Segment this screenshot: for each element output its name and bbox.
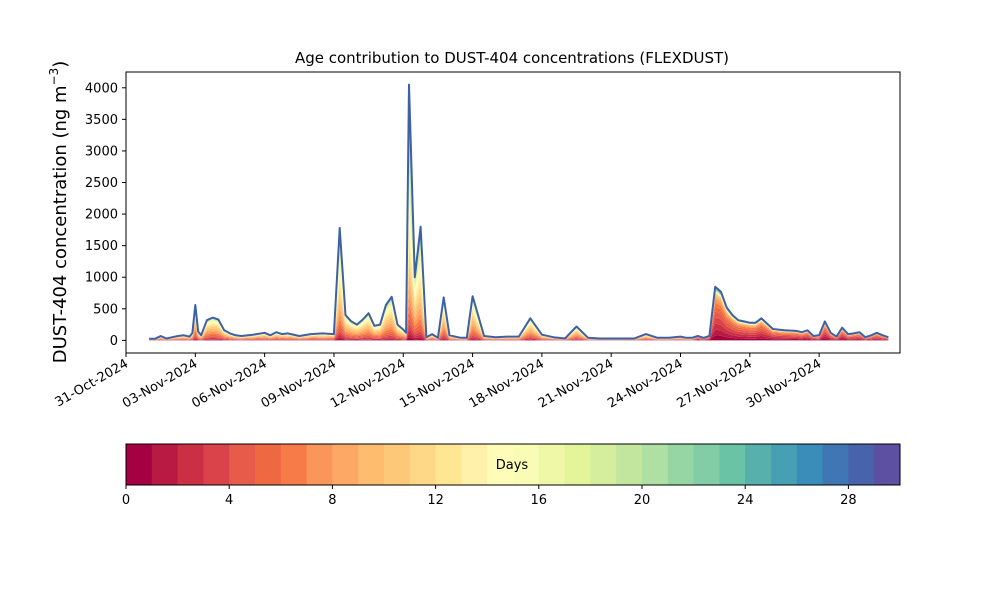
age-band-10 xyxy=(149,261,889,340)
colorbar-tick-label: 28 xyxy=(840,493,857,508)
age-band-17 xyxy=(149,172,889,339)
age-band-15 xyxy=(149,197,889,339)
y-tick-label: 500 xyxy=(93,302,118,317)
y-axis-label-text: DUST-404 concentration (ng m xyxy=(50,85,71,363)
age-band-21 xyxy=(149,128,889,339)
y-tick-label: 2500 xyxy=(85,176,118,191)
age-band-23 xyxy=(149,112,889,339)
colorbar-cell xyxy=(461,444,488,485)
age-band-22 xyxy=(149,120,889,339)
y-axis: 0 500 1000 1500 2000 2500 3000 3500 4000 xyxy=(85,81,126,349)
colorbar-cell xyxy=(822,444,849,485)
colorbar-cell xyxy=(642,444,669,485)
colorbar-cell xyxy=(487,444,514,485)
colorbar-cell xyxy=(564,444,591,485)
age-band-11 xyxy=(149,249,889,340)
colorbar-ticks: 0 4 8 12 16 20 24 28 xyxy=(122,485,857,508)
colorbar-tick-label: 0 xyxy=(122,493,130,508)
x-tick-label: 15-Nov-2024 xyxy=(397,356,477,411)
age-band-27 xyxy=(149,91,889,339)
age-band-14 xyxy=(149,210,889,339)
x-tick-label: 27-Nov-2024 xyxy=(675,356,755,411)
y-tick-label: 0 xyxy=(110,334,118,349)
colorbar-cell xyxy=(771,444,798,485)
age-band-29 xyxy=(149,84,889,339)
colorbar-cell xyxy=(126,444,153,485)
total-concentration-line xyxy=(149,83,889,340)
x-tick-label: 09-Nov-2024 xyxy=(259,356,339,411)
x-tick-label: 30-Nov-2024 xyxy=(744,356,824,411)
colorbar-cell xyxy=(796,444,823,485)
colorbar-cell xyxy=(358,444,385,485)
colorbar-tick-label: 12 xyxy=(427,493,444,508)
colorbar-cell xyxy=(280,444,307,485)
age-band-24 xyxy=(149,106,889,339)
colorbar-cell xyxy=(332,444,359,485)
y-tick-label: 3000 xyxy=(85,144,118,159)
colorbar-cell xyxy=(693,444,720,485)
age-band-26 xyxy=(149,95,889,339)
age-band-25 xyxy=(149,100,889,339)
y-axis-label: DUST-404 concentration (ng m−3) xyxy=(47,61,71,364)
colorbar-cell xyxy=(874,444,901,485)
x-tick-label: 12-Nov-2024 xyxy=(328,356,408,411)
age-band-28 xyxy=(149,87,889,339)
colorbar-cell xyxy=(667,444,694,485)
y-tick-label: 3500 xyxy=(85,113,118,128)
y-tick-label: 2000 xyxy=(85,208,118,223)
colorbar-cells xyxy=(126,444,901,485)
colorbar-tick-label: 16 xyxy=(531,493,548,508)
x-tick-label: 06-Nov-2024 xyxy=(189,356,269,411)
plot-frame xyxy=(125,71,901,354)
colorbar-cell xyxy=(590,444,617,485)
colorbar-cell xyxy=(719,444,746,485)
y-tick-label: 4000 xyxy=(85,81,118,96)
colorbar-tick-label: 8 xyxy=(328,493,336,508)
colorbar-tick-label: 20 xyxy=(634,493,651,508)
colorbar-cell xyxy=(616,444,643,485)
x-axis: 31-Oct-202403-Nov-202406-Nov-202409-Nov-… xyxy=(53,353,824,411)
x-tick-label: 21-Nov-2024 xyxy=(536,356,616,411)
colorbar-tick-label: 4 xyxy=(225,493,233,508)
x-tick-label: 31-Oct-2024 xyxy=(53,356,131,410)
colorbar-cell xyxy=(151,444,178,485)
x-tick-label: 18-Nov-2024 xyxy=(467,356,547,411)
y-axis-label-close: ) xyxy=(50,61,71,68)
colorbar-frame xyxy=(125,443,901,486)
age-band-12 xyxy=(149,236,889,340)
y-axis-label-superscript: −3 xyxy=(47,68,61,86)
colorbar-cell xyxy=(384,444,411,485)
colorbar-cell xyxy=(229,444,256,485)
plot-area xyxy=(125,71,901,354)
colorbar-cell xyxy=(848,444,875,485)
colorbar-tick-label: 24 xyxy=(737,493,754,508)
colorbar-cell xyxy=(435,444,462,485)
age-bands xyxy=(149,84,889,341)
colorbar-cell xyxy=(306,444,333,485)
colorbar-label: Days xyxy=(496,458,529,473)
colorbar-cell xyxy=(177,444,204,485)
colorbar-cell xyxy=(255,444,282,485)
age-band-18 xyxy=(149,160,889,339)
x-tick-label: 24-Nov-2024 xyxy=(605,356,685,411)
age-band-16 xyxy=(149,184,889,339)
colorbar-cell xyxy=(538,444,565,485)
age-band-19 xyxy=(149,148,889,339)
y-tick-label: 1000 xyxy=(85,271,118,286)
chart-title: Age contribution to DUST-404 concentrati… xyxy=(295,49,729,67)
age-band-13 xyxy=(149,223,889,340)
colorbar-cell xyxy=(409,444,436,485)
colorbar-cell xyxy=(513,444,540,485)
total-line-group xyxy=(149,83,889,340)
y-tick-label: 1500 xyxy=(85,239,118,254)
colorbar-cell xyxy=(745,444,772,485)
colorbar-cell xyxy=(203,444,230,485)
x-tick-label: 03-Nov-2024 xyxy=(120,356,200,411)
colorbar: Days 0 4 8 12 16 20 24 28 xyxy=(122,443,901,508)
age-band-20 xyxy=(149,138,889,339)
